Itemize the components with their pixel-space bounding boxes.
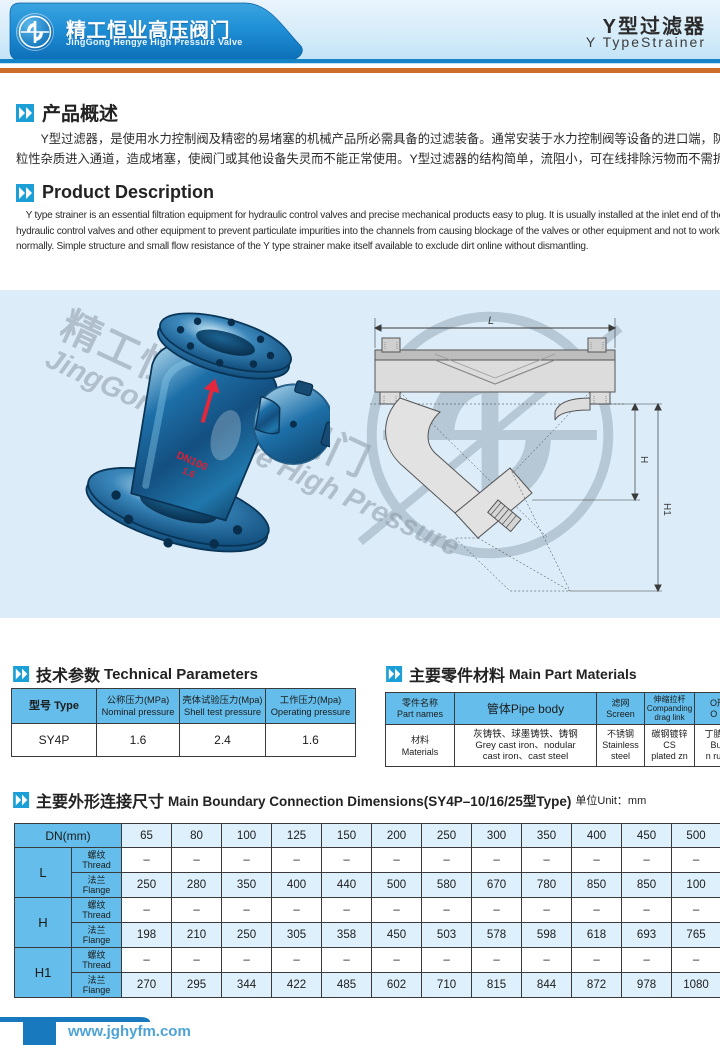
svg-text:H1: H1 [661,503,672,516]
svg-text:H: H [638,456,649,463]
svg-text:L: L [488,315,494,327]
